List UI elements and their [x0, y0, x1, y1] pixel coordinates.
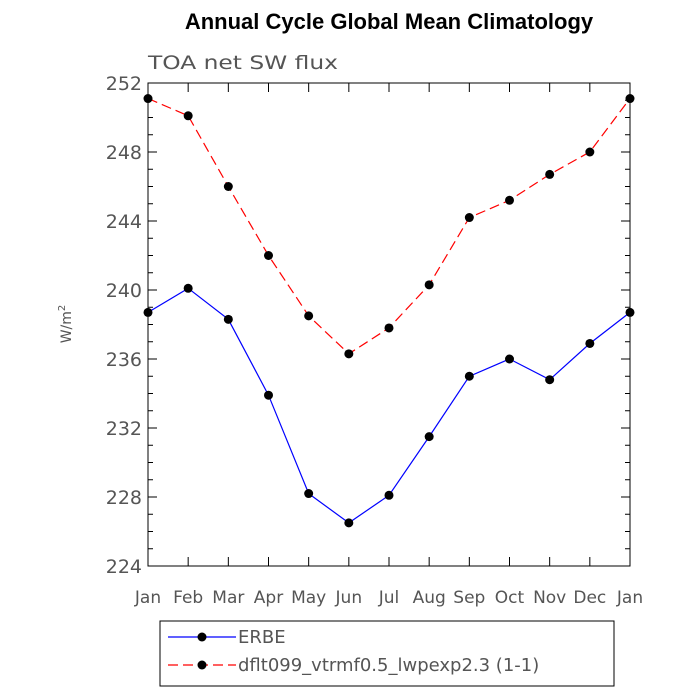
- y-tick-label: 252: [106, 73, 142, 95]
- chart-subtitle: TOA net SW flux: [147, 52, 338, 74]
- series-0-point: [545, 375, 555, 385]
- series-1-point: [424, 280, 434, 290]
- x-tick-label: Jan: [616, 588, 643, 608]
- series-1-point: [264, 251, 273, 260]
- x-tick-label: Jun: [335, 588, 363, 608]
- y-axis-label: W/m2: [57, 305, 75, 344]
- x-tick-label: Nov: [533, 588, 566, 608]
- x-axis-ticks: Jan Feb Mar Apr May Jun Jul Aug Sep Oct Nov Dec Jan: [134, 83, 643, 608]
- series-1-point: [625, 94, 635, 104]
- series-layer: [143, 94, 635, 528]
- y-tick-label: 240: [106, 280, 142, 302]
- legend-marker-0: [197, 632, 207, 642]
- y-axis-label-superscript: 2: [57, 305, 68, 311]
- y-tick-label: 228: [106, 487, 142, 509]
- x-tick-label: Mar: [212, 588, 244, 608]
- series-0-point: [505, 354, 514, 364]
- series-1-point: [183, 111, 193, 121]
- y-tick-label: 232: [106, 418, 142, 440]
- series-1-point: [223, 182, 233, 191]
- legend: ERBE dflt099_vtrmf0.5_lwpexp2.3 (1-1): [159, 620, 615, 687]
- x-tick-label: Sep: [453, 588, 485, 608]
- x-tick-label: Aug: [413, 588, 446, 608]
- series-1-point: [143, 94, 153, 104]
- series-0-point: [344, 518, 354, 528]
- y-tick-label: 244: [106, 211, 142, 233]
- series-1-point: [585, 147, 595, 157]
- series-line-1: [147, 97, 631, 355]
- x-tick-label: Jul: [378, 588, 400, 608]
- series-0-point: [223, 314, 233, 324]
- series-0-point: [304, 489, 314, 499]
- series-0-point: [625, 307, 635, 317]
- series-1-point: [304, 311, 314, 321]
- series-0-point: [384, 490, 394, 500]
- series-1-point: [464, 213, 474, 223]
- series-0-point: [183, 283, 193, 293]
- series-0-point: [464, 371, 474, 381]
- series-1-point: [344, 349, 354, 359]
- y-tick-label: 236: [106, 349, 142, 371]
- y-tick-label: 248: [106, 142, 142, 164]
- x-tick-label: May: [291, 588, 326, 608]
- series-1-point: [545, 169, 555, 179]
- x-tick-label: Oct: [495, 588, 525, 608]
- x-tick-label: Jan: [134, 588, 161, 608]
- series-0-point: [424, 432, 434, 442]
- series-0-point: [585, 338, 595, 348]
- x-tick-label: Feb: [173, 588, 203, 608]
- series-0-point: [143, 307, 153, 317]
- series-1-point: [384, 323, 394, 333]
- y-tick-label: 224: [106, 556, 142, 578]
- y-axis-ticks: 224 228 232 236 240 244 248 252: [106, 73, 630, 578]
- series-1-point: [505, 195, 514, 205]
- series-0-point: [264, 390, 273, 400]
- x-tick-label: Apr: [254, 588, 283, 608]
- x-tick-label: Dec: [573, 588, 606, 608]
- legend-label-0: ERBE: [238, 627, 286, 648]
- legend-box: [159, 620, 615, 687]
- chart-title: Annual Cycle Global Mean Climatology: [185, 9, 594, 34]
- legend-marker-1: [197, 660, 207, 670]
- y-axis-label-text: W/m: [59, 311, 75, 343]
- legend-label-1: dflt099_vtrmf0.5_lwpexp2.3 (1-1): [238, 655, 539, 676]
